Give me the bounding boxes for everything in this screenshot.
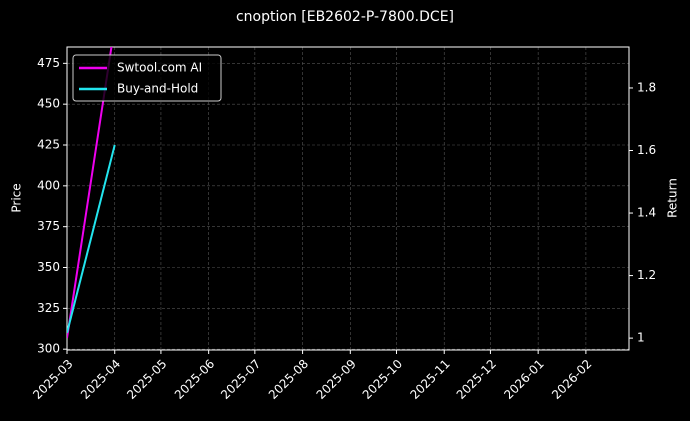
plot-frame [66, 46, 630, 351]
x-tick-label: 2025-08 [266, 357, 311, 402]
y-tick-label: 425 [37, 138, 60, 152]
y-tick-label: 375 [37, 219, 60, 233]
y-tick-label: 300 [37, 342, 60, 356]
y-tick-label: 325 [37, 301, 60, 315]
y2-tick-label: 1.2 [637, 268, 656, 282]
x-tick-label: 2026-02 [549, 357, 594, 402]
y-tick-label: 350 [37, 260, 60, 274]
legend-box [72, 54, 222, 102]
y2-tick-label: 1.8 [637, 80, 656, 94]
x-tick-label: 2025-09 [314, 357, 359, 402]
x-tick-label: 2025-06 [172, 357, 217, 402]
x-tick-label: 2025-10 [360, 357, 405, 402]
series-line [67, 144, 116, 334]
y-tick-label: 450 [37, 97, 60, 111]
x-tick-label: 2025-11 [407, 357, 452, 402]
x-tick-label: 2025-07 [218, 357, 263, 402]
y2-axis-label: Return [666, 178, 680, 218]
y2-tick-label: 1.6 [637, 143, 656, 157]
y-tick-label: 400 [37, 178, 60, 192]
x-tick-label: 2025-12 [454, 357, 499, 402]
y2-tick-label: 1 [637, 331, 645, 345]
y-tick-label: 475 [37, 56, 60, 70]
legend-label: Buy-and-Hold [117, 82, 198, 96]
x-tick-label: 2026-01 [501, 357, 546, 402]
chart-title: cnoption [EB2602-P-7800.DCE] [236, 9, 454, 25]
legend-label: Swtool.com AI [117, 61, 202, 75]
y2-tick-label: 1.4 [637, 206, 656, 220]
x-tick-label: 2025-03 [30, 357, 75, 402]
legend: Swtool.com AI Buy-and-Hold [72, 54, 222, 102]
x-tick-label: 2025-04 [78, 357, 123, 402]
y-axis-label: Price [10, 183, 24, 212]
x-tick-label: 2025-05 [124, 357, 169, 402]
